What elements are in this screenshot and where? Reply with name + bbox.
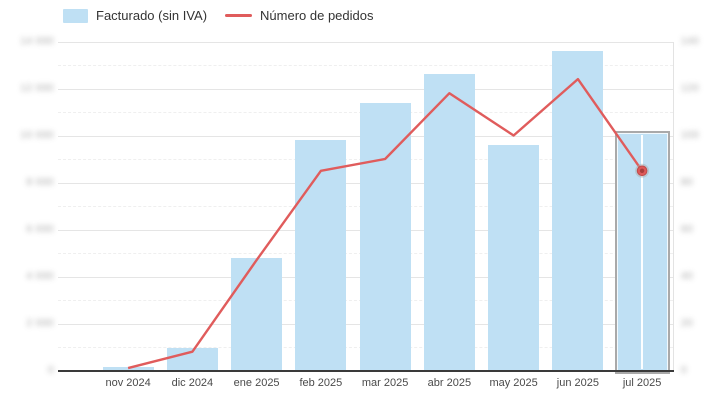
y-axis-left-tick-label: 0	[47, 364, 54, 376]
y-axis-right-tick-label: 100	[681, 129, 700, 141]
y-axis-left-tick-label: 2 000	[26, 317, 54, 329]
x-axis-label: jun 2025	[556, 376, 599, 389]
legend-item-facturado[interactable]: Facturado (sin IVA)	[63, 8, 207, 23]
bar-swatch-icon	[63, 8, 88, 23]
y-axis-right-tick-label: 0	[681, 364, 688, 376]
bar-feb-2025[interactable]	[295, 140, 347, 371]
x-axis-label: mar 2025	[361, 376, 409, 389]
plot-right-border	[673, 41, 674, 371]
bar-ene-2025[interactable]	[231, 257, 283, 371]
y-axis-right-tick-label: 40	[681, 270, 694, 282]
bar-jun-2025[interactable]	[552, 50, 604, 371]
y-axis-right-tick-label: 140	[681, 35, 700, 47]
crosshair-line	[641, 135, 644, 370]
x-axis-label: abr 2025	[427, 376, 472, 389]
x-axis-line	[58, 370, 674, 372]
legend-item-pedidos[interactable]: Número de pedidos	[225, 8, 374, 23]
x-axis-label: may 2025	[489, 376, 538, 389]
bar-dic-2024[interactable]	[166, 348, 218, 371]
bar-abr-2025[interactable]	[423, 74, 475, 371]
gridline-minor	[58, 65, 673, 66]
x-axis-label: jul 2025	[622, 376, 662, 389]
y-axis-right-tick-label: 60	[681, 223, 694, 235]
y-axis-left-tick-label: 6 000	[26, 223, 54, 235]
y-axis-right-tick-label: 20	[681, 317, 694, 329]
x-axis-label: nov 2024	[105, 376, 151, 389]
x-axis-label: feb 2025	[299, 376, 343, 389]
line-swatch-icon	[225, 14, 253, 17]
y-axis-left-tick-label: 4 000	[26, 270, 54, 282]
legend-label: Número de pedidos	[260, 8, 374, 23]
y-axis-left-tick-label: 8 000	[26, 176, 54, 188]
legend-label: Facturado (sin IVA)	[96, 8, 208, 23]
y-axis-left-tick-label: 12 000	[20, 82, 54, 94]
y-axis-right-tick-label: 80	[681, 176, 694, 188]
bar-mar-2025[interactable]	[359, 102, 411, 371]
bar-may-2025[interactable]	[488, 144, 540, 371]
gridline-major	[58, 41, 673, 43]
y-axis-left-tick-label: 14 000	[20, 35, 54, 47]
x-axis-label: ene 2025	[233, 376, 280, 389]
y-axis-right-tick-label: 120	[681, 82, 700, 94]
x-axis-label: dic 2024	[171, 376, 214, 389]
legend: Facturado (sin IVA) Número de pedidos	[63, 8, 374, 23]
y-axis-left-tick-label: 10 000	[20, 129, 54, 141]
